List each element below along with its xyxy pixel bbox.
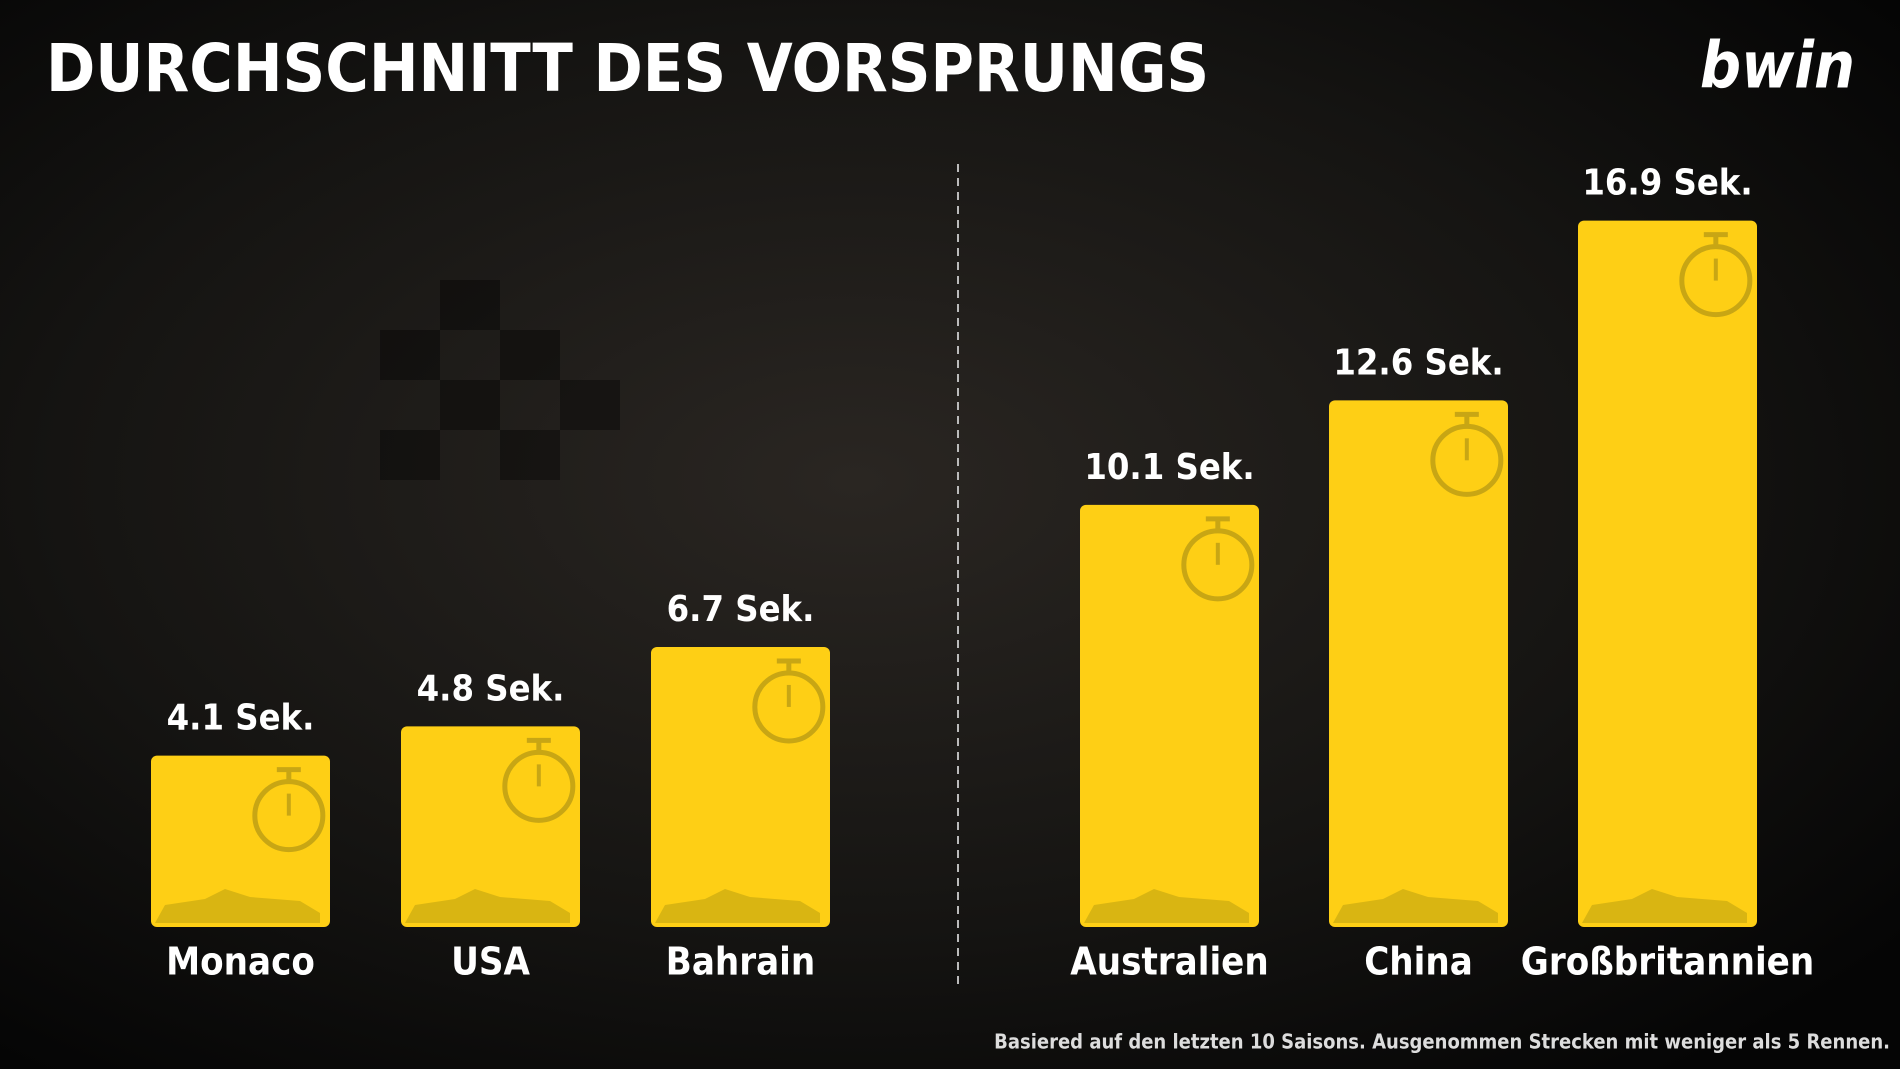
car-silhouette [1582, 889, 1747, 923]
footnote: Basiered auf den letzten 10 Saisons. Aus… [994, 1030, 1890, 1054]
car-silhouette [405, 889, 570, 923]
bar [1578, 220, 1757, 927]
value-label: 4.1 Sek. [167, 698, 315, 739]
x-tick-label: USA [451, 940, 530, 984]
bar [151, 755, 330, 927]
x-tick-label: Großbritannien [1521, 940, 1814, 984]
checkered-flag [380, 280, 620, 480]
value-label: 4.8 Sek. [417, 668, 565, 709]
bar [1080, 504, 1259, 927]
value-label: 6.7 Sek. [667, 589, 815, 630]
bar [401, 726, 580, 927]
x-tick-label: Monaco [166, 940, 315, 984]
bar [651, 646, 830, 927]
value-label: 10.1 Sek. [1084, 447, 1254, 488]
chart-title: DURCHSCHNITT DES VORSPRUNGS [46, 30, 1209, 107]
x-tick-label: Bahrain [666, 940, 815, 984]
value-label: 12.6 Sek. [1333, 342, 1503, 383]
car-silhouette [1333, 889, 1498, 923]
car-silhouette [655, 889, 820, 923]
car-silhouette [1084, 889, 1249, 923]
car-silhouette [155, 889, 320, 923]
bar [1329, 400, 1508, 927]
value-label: 16.9 Sek. [1582, 163, 1752, 204]
x-tick-label: Australien [1070, 940, 1268, 984]
brand-logo: bwin [1700, 30, 1855, 104]
x-tick-label: China [1364, 940, 1473, 984]
